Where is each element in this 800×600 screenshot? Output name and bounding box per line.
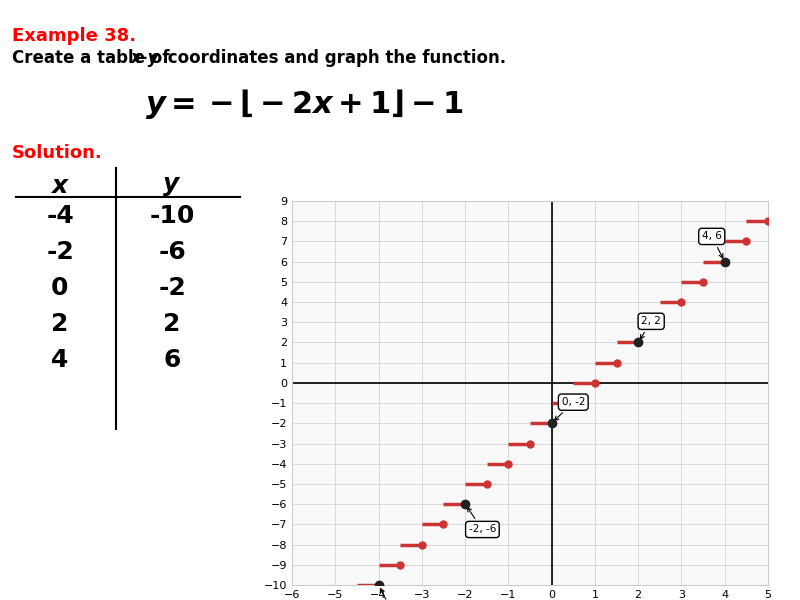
Text: Create a table of: Create a table of [12, 49, 175, 67]
Text: Example 38.: Example 38. [12, 27, 136, 45]
Text: coordinates and graph the function.: coordinates and graph the function. [162, 49, 506, 67]
Text: 2: 2 [163, 312, 181, 336]
Text: 4, 6: 4, 6 [702, 232, 723, 258]
Text: x-y: x-y [130, 49, 159, 67]
Text: $\boldsymbol{y = -\lfloor -2x+1 \rfloor -1}$: $\boldsymbol{y = -\lfloor -2x+1 \rfloor … [145, 87, 463, 121]
Text: 6: 6 [163, 348, 181, 372]
Text: Solution.: Solution. [12, 144, 102, 162]
Text: -4, -10: -4, -10 [374, 589, 409, 600]
Text: $\boldsymbol{y}$: $\boldsymbol{y}$ [162, 174, 182, 198]
Text: 2, 2: 2, 2 [640, 316, 661, 339]
Text: 2: 2 [51, 312, 69, 336]
Text: -10: -10 [150, 204, 194, 228]
Text: 4: 4 [51, 348, 69, 372]
Text: -2, -6: -2, -6 [467, 508, 496, 535]
Text: 0: 0 [51, 276, 69, 300]
Text: -2: -2 [158, 276, 186, 300]
Text: -2: -2 [46, 240, 74, 264]
Text: 0, -2: 0, -2 [554, 397, 585, 421]
Text: -4: -4 [46, 204, 74, 228]
Text: -6: -6 [158, 240, 186, 264]
Text: $\boldsymbol{x}$: $\boldsymbol{x}$ [50, 174, 70, 198]
